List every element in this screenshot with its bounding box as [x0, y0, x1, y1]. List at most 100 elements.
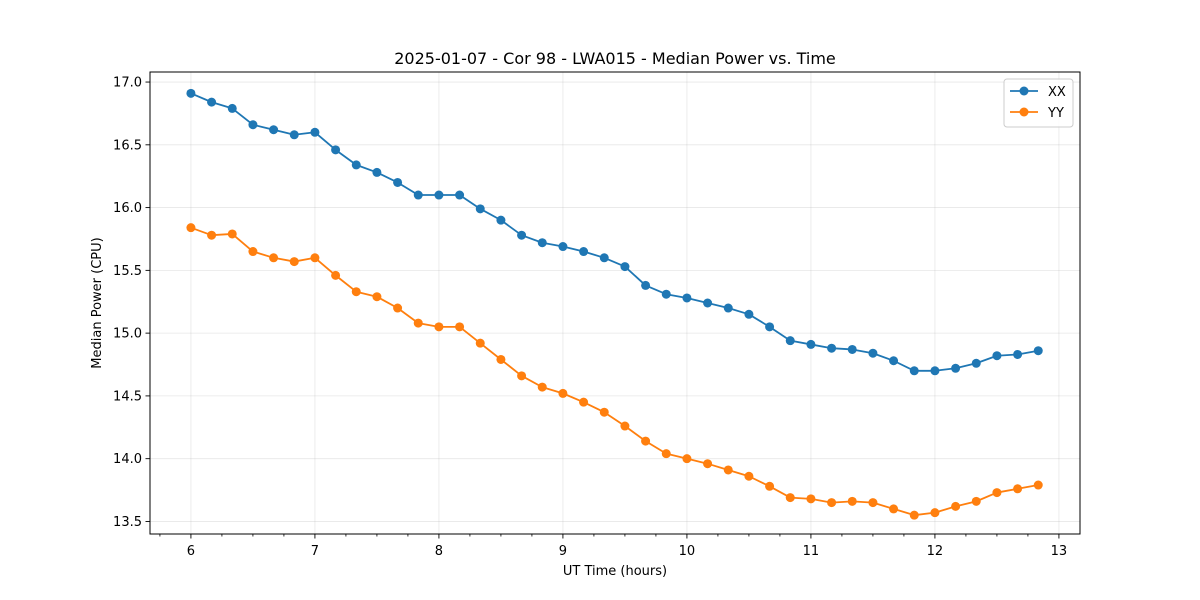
data-point-xx [289, 130, 299, 140]
y-tick-label: 13.5 [113, 515, 142, 530]
data-point-yy [909, 510, 919, 520]
data-point-yy [785, 493, 795, 503]
data-point-xx [413, 190, 423, 200]
data-point-xx [207, 97, 217, 107]
data-point-yy [207, 230, 217, 240]
x-tick-label: 9 [559, 544, 567, 559]
data-point-yy [475, 338, 485, 348]
data-point-xx [951, 363, 961, 373]
y-tick-label: 14.0 [113, 452, 142, 467]
y-tick-label: 16.0 [113, 201, 142, 216]
data-point-yy [868, 498, 878, 508]
y-tick-label: 16.5 [113, 138, 142, 153]
x-axis-label: UT Time (hours) [563, 564, 667, 579]
data-point-yy [537, 382, 547, 392]
data-point-yy [331, 270, 341, 280]
y-tick-label: 15.5 [113, 264, 142, 279]
data-point-xx [847, 344, 857, 354]
legend: XX YY [1003, 78, 1074, 128]
data-point-xx [455, 190, 465, 200]
data-point-yy [930, 508, 940, 518]
data-point-xx [620, 262, 630, 272]
data-point-xx [992, 351, 1002, 361]
data-point-xx [889, 356, 899, 366]
data-point-xx [599, 253, 609, 263]
data-point-yy [889, 504, 899, 514]
data-point-xx [537, 238, 547, 248]
legend-marker-yy [1019, 107, 1029, 117]
data-point-xx [496, 215, 506, 225]
data-point-xx [703, 298, 713, 308]
data-point-xx [558, 242, 568, 252]
data-point-yy [186, 223, 196, 233]
data-point-yy [372, 292, 382, 302]
data-point-yy [971, 496, 981, 506]
data-point-yy [351, 287, 361, 297]
data-point-xx [806, 339, 816, 349]
data-point-xx [765, 322, 775, 332]
legend-marker-xx [1019, 86, 1029, 96]
data-point-yy [558, 388, 568, 398]
data-point-xx [1013, 349, 1023, 359]
data-point-xx [186, 88, 196, 98]
data-point-xx [331, 145, 341, 155]
data-point-yy [827, 498, 837, 508]
data-point-xx [930, 366, 940, 376]
data-point-yy [806, 494, 816, 504]
data-point-xx [372, 167, 382, 177]
data-point-xx [310, 127, 320, 137]
data-point-xx [909, 366, 919, 376]
data-point-yy [310, 253, 320, 263]
x-tick-label: 13 [1051, 544, 1068, 559]
x-tick-label: 10 [679, 544, 696, 559]
data-point-yy [682, 454, 692, 464]
data-point-xx [269, 125, 279, 135]
data-point-xx [434, 190, 444, 200]
data-point-xx [661, 289, 671, 299]
data-point-yy [227, 229, 237, 239]
data-point-yy [765, 481, 775, 491]
series-layer [186, 88, 1043, 520]
data-point-xx [827, 343, 837, 353]
x-tick-label: 7 [311, 544, 319, 559]
data-point-yy [847, 496, 857, 506]
data-point-yy [992, 488, 1002, 498]
data-point-yy [951, 501, 961, 511]
data-point-yy [434, 322, 444, 332]
chart-title: 2025-01-07 - Cor 98 - LWA015 - Median Po… [394, 49, 836, 68]
data-point-xx [744, 309, 754, 319]
data-point-yy [579, 397, 589, 407]
data-point-yy [248, 247, 258, 257]
data-point-xx [682, 293, 692, 303]
data-point-xx [517, 230, 527, 240]
data-point-yy [723, 465, 733, 475]
plot-frame [149, 71, 1081, 535]
data-point-yy [455, 322, 465, 332]
data-point-yy [289, 257, 299, 267]
data-point-yy [393, 303, 403, 313]
grid-layer [150, 72, 1080, 534]
y-tick-label: 17.0 [113, 76, 142, 91]
data-point-xx [971, 358, 981, 368]
x-tick-label: 8 [435, 544, 443, 559]
y-tick-label: 14.5 [113, 389, 142, 404]
data-point-xx [785, 336, 795, 346]
y-tick-label: 15.0 [113, 327, 142, 342]
data-point-xx [475, 204, 485, 214]
data-point-xx [248, 120, 258, 130]
data-point-yy [661, 449, 671, 459]
data-point-yy [413, 318, 423, 328]
ticks-layer: 6 7 8 9 10 11 12 13 13.5 14.0 14.5 15.0 15.5 16.0 16.5… [113, 76, 1067, 559]
data-point-xx [351, 160, 361, 170]
data-point-xx [641, 280, 651, 290]
data-point-yy [744, 471, 754, 481]
data-point-yy [517, 371, 527, 381]
data-point-xx [723, 303, 733, 313]
x-tick-label: 11 [803, 544, 820, 559]
data-point-yy [496, 354, 506, 364]
data-point-yy [1013, 484, 1023, 494]
legend-label-yy: YY [1047, 106, 1064, 121]
data-point-yy [269, 253, 279, 263]
data-point-yy [599, 407, 609, 417]
